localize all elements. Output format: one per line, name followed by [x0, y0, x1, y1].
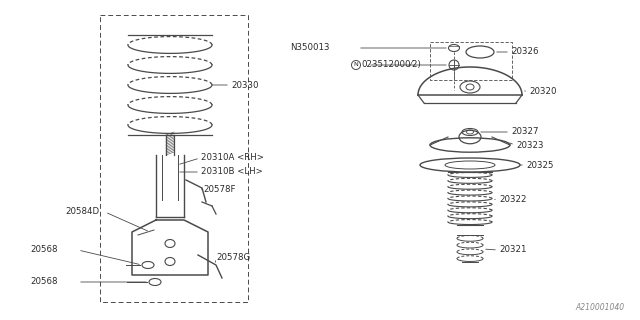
Text: N350013: N350013: [291, 44, 330, 52]
Text: 20320: 20320: [529, 87, 557, 97]
Text: 20322: 20322: [499, 196, 527, 204]
Text: 20330: 20330: [231, 81, 259, 90]
Text: 20568: 20568: [31, 245, 58, 254]
Text: 20321: 20321: [499, 245, 527, 254]
Text: 20326: 20326: [511, 47, 538, 57]
Text: 023512000⁄2): 023512000⁄2): [361, 60, 420, 69]
Text: 20310A <RH>: 20310A <RH>: [201, 154, 264, 163]
Text: 20327: 20327: [511, 127, 538, 137]
Text: 20578G: 20578G: [216, 253, 250, 262]
Text: 20325: 20325: [526, 161, 554, 170]
Text: 20584D: 20584D: [65, 207, 99, 217]
Text: 20323: 20323: [516, 140, 543, 149]
Text: 20578F: 20578F: [203, 186, 236, 195]
Text: N: N: [354, 62, 358, 68]
Text: A210001040: A210001040: [576, 303, 625, 312]
Text: 20568: 20568: [31, 277, 58, 286]
Text: 20310B <LH>: 20310B <LH>: [201, 167, 263, 177]
